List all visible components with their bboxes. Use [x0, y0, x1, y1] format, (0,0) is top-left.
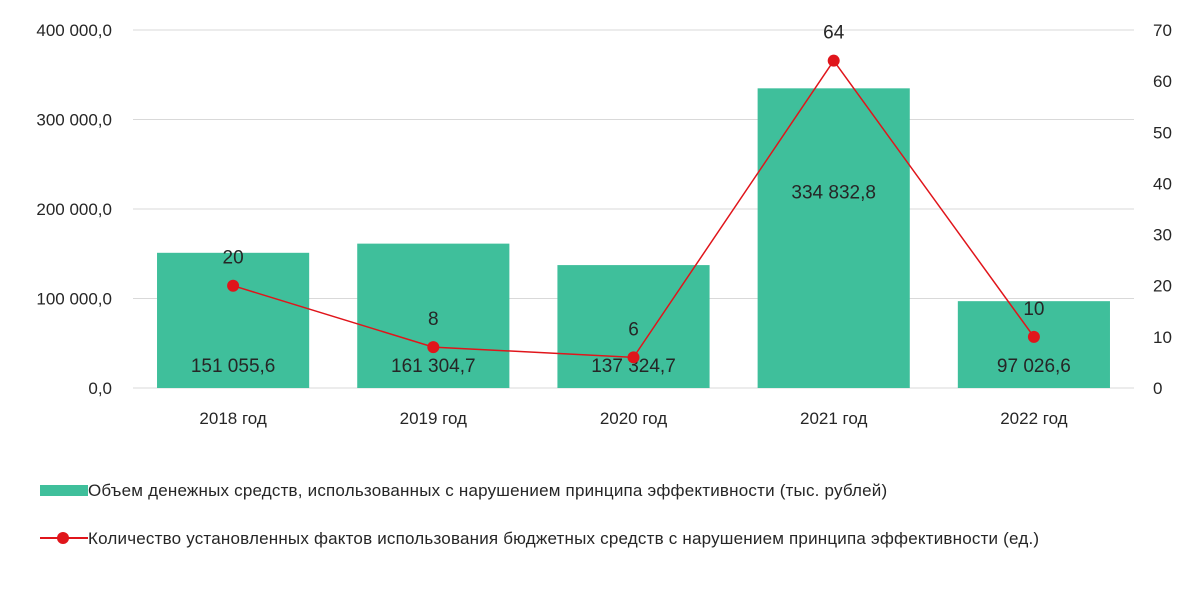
- line-value-label: 8: [428, 309, 439, 330]
- y-right-tick-label: 0: [1153, 379, 1162, 398]
- y-right-tick-label: 40: [1153, 174, 1172, 193]
- bar: [557, 265, 710, 388]
- bar: [957, 301, 1110, 388]
- bar-value-label: 334 832,8: [791, 182, 876, 203]
- line-point: [427, 341, 440, 354]
- line-point: [627, 351, 640, 364]
- y-left-tick-label: 100 000,0: [36, 290, 112, 309]
- y-left-tick-label: 0,0: [88, 379, 112, 398]
- bar-value-label: 137 324,7: [591, 356, 676, 377]
- y-right-tick-label: 30: [1153, 226, 1172, 245]
- bar-value-label: 161 304,7: [391, 356, 476, 377]
- bar-value-label: 97 026,6: [997, 356, 1071, 377]
- legend: Объем денежных средств, использованных с…: [40, 480, 1160, 550]
- line-value-label: 10: [1023, 299, 1044, 320]
- y-right-tick-label: 20: [1153, 277, 1172, 296]
- x-tick-label: 2021 год: [800, 409, 867, 428]
- legend-line-label: Количество установленных фактов использо…: [88, 529, 1040, 548]
- x-tick-label: 2020 год: [600, 409, 667, 428]
- y-left-tick-label: 300 000,0: [36, 111, 112, 130]
- bar: [757, 88, 910, 388]
- bar-value-label: 151 055,6: [191, 356, 276, 377]
- x-tick-label: 2019 год: [400, 409, 467, 428]
- line-value-label: 20: [223, 248, 244, 269]
- bar: [157, 252, 310, 388]
- legend-bar-label: Объем денежных средств, использованных с…: [88, 481, 888, 500]
- y-left-tick-label: 200 000,0: [36, 200, 112, 219]
- y-right-tick-label: 10: [1153, 328, 1172, 347]
- legend-bar-swatch: [40, 485, 88, 496]
- x-tick-label: 2022 год: [1000, 409, 1067, 428]
- x-tick-label: 2018 год: [199, 409, 266, 428]
- legend-item-line: Количество установленных фактов использо…: [40, 528, 1160, 550]
- line-point: [1027, 330, 1040, 343]
- y-left-tick-label: 400 000,0: [36, 21, 112, 40]
- line-point: [227, 279, 240, 292]
- line-point: [827, 54, 840, 67]
- y-right-tick-label: 60: [1153, 72, 1172, 91]
- legend-item-bar: Объем денежных средств, использованных с…: [40, 480, 1160, 502]
- legend-line-marker: [40, 528, 88, 548]
- line-value-label: 6: [628, 319, 639, 340]
- line-value-label: 64: [823, 23, 845, 44]
- y-right-tick-label: 50: [1153, 123, 1172, 142]
- bar: [357, 243, 510, 388]
- y-right-tick-label: 70: [1153, 21, 1172, 40]
